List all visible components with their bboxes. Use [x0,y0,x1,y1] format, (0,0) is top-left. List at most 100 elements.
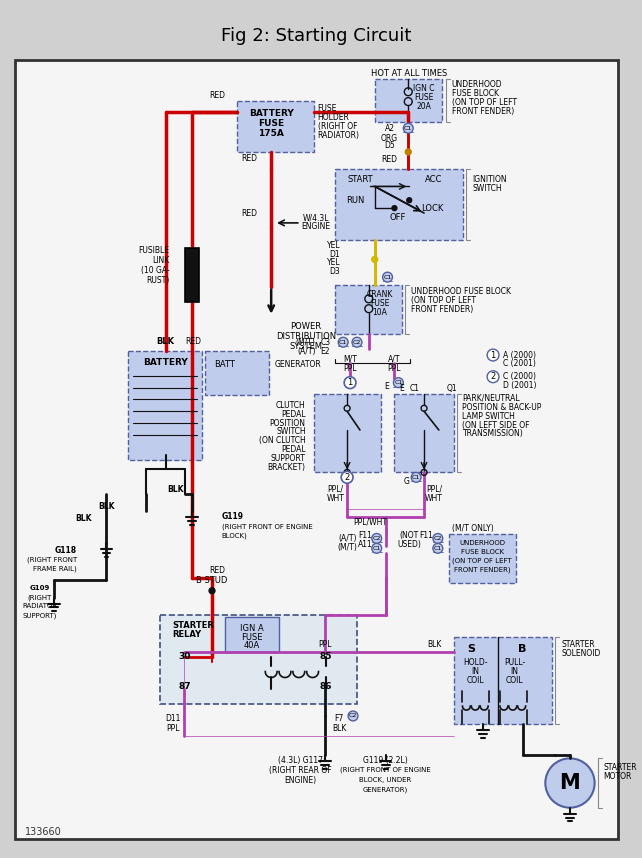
Text: C (2000): C (2000) [503,372,536,381]
Text: (ON TOP OF LEFT: (ON TOP OF LEFT [453,558,512,565]
Text: C1: C1 [394,380,403,385]
Bar [335,285,403,335]
Text: (NOT: (NOT [399,531,419,540]
Text: 20A: 20A [417,102,431,111]
Text: FRONT FENDER): FRONT FENDER) [454,567,510,573]
Text: (ON TOP OF LEFT: (ON TOP OF LEFT [451,98,517,107]
Text: D1: D1 [329,250,340,259]
Text: 85: 85 [319,652,332,662]
Circle shape [487,371,499,383]
Text: RED: RED [241,154,257,163]
Text: (RIGHT REAR OF: (RIGHT REAR OF [270,765,332,775]
Circle shape [209,588,215,594]
Text: Q1: Q1 [446,384,457,393]
Text: E2: E2 [320,347,330,355]
Text: YEL: YEL [327,258,340,267]
Text: ACC: ACC [425,175,442,184]
Text: SOLENOID: SOLENOID [561,650,600,658]
Text: B: B [519,644,527,654]
Text: WHT: WHT [326,493,344,503]
Text: C1: C1 [404,126,412,130]
Text: PPL: PPL [318,640,332,650]
Text: BATTERY: BATTERY [249,109,293,118]
Text: SWITCH: SWITCH [473,184,502,193]
Text: FUSE: FUSE [370,299,389,308]
Text: GENERATOR: GENERATOR [274,360,321,370]
Text: (RIGHT FRONT OF ENGINE: (RIGHT FRONT OF ENGINE [222,523,313,530]
Text: G119 (2.2L): G119 (2.2L) [363,756,408,764]
Text: GENERATOR): GENERATOR) [363,787,408,793]
Circle shape [394,378,403,388]
Text: (10 GA-: (10 GA- [141,266,169,275]
Text: PULL-: PULL- [504,658,525,668]
Text: ENGINE): ENGINE) [284,776,317,784]
Text: SWITCH: SWITCH [276,427,306,437]
Text: C2: C2 [353,340,361,345]
Text: 2: 2 [490,372,496,381]
Text: B STUD: B STUD [196,577,228,585]
Text: BLK: BLK [98,503,115,511]
Text: (A/T): (A/T) [297,347,316,355]
Circle shape [405,149,412,154]
Text: IGNITION: IGNITION [473,175,507,184]
Bar [237,100,313,152]
Text: FUSE: FUSE [258,118,284,128]
Text: C1: C1 [412,474,421,480]
Text: E: E [384,382,389,391]
Text: BLK: BLK [428,640,442,650]
Text: PPL/: PPL/ [426,485,442,493]
Text: D3: D3 [329,267,340,275]
Text: HOLDER: HOLDER [318,113,349,122]
Text: FRONT FENDER): FRONT FENDER) [451,107,514,116]
Text: C1: C1 [372,546,381,551]
Text: (RIGHT FRONT: (RIGHT FRONT [27,557,77,564]
Text: POWER: POWER [290,322,321,331]
Text: (M/T): (M/T) [337,543,357,552]
Text: G119: G119 [222,512,244,522]
Text: FUSE BLOCK: FUSE BLOCK [451,89,499,98]
Text: C1: C1 [409,384,419,393]
Text: PPL: PPL [343,365,357,373]
Circle shape [372,543,381,553]
Text: BLK: BLK [332,724,347,734]
Text: 175A: 175A [258,129,284,137]
Text: BRACKET): BRACKET) [268,463,306,472]
Text: (M/T): (M/T) [296,338,316,347]
Circle shape [487,349,499,361]
Text: C1: C1 [339,340,347,345]
Text: BLOCK, UNDER: BLOCK, UNDER [360,777,412,783]
Text: 133660: 133660 [24,827,62,837]
Text: F11: F11 [358,531,372,540]
Text: MOTOR: MOTOR [603,771,632,781]
Text: RUN: RUN [346,196,364,205]
Text: RED: RED [241,208,257,218]
Circle shape [372,534,381,543]
Text: G: G [403,477,409,486]
Bar [160,615,357,704]
Text: RED: RED [209,91,225,100]
Text: PARK/NEUTRAL: PARK/NEUTRAL [462,394,520,403]
Text: BLK: BLK [157,336,175,346]
Text: W/4.3L: W/4.3L [302,214,329,222]
Text: (ON LEFT SIDE OF: (ON LEFT SIDE OF [462,420,530,430]
Text: LAMP SWITCH: LAMP SWITCH [462,412,516,420]
Text: BLK: BLK [76,514,92,523]
Text: LOCK: LOCK [421,203,443,213]
Bar [313,394,381,473]
Text: RED: RED [209,566,225,576]
Text: FUSE BLOCK: FUSE BLOCK [461,549,504,555]
Text: RADIATOR): RADIATOR) [318,130,360,140]
Bar [454,637,552,724]
Text: D (2001): D (2001) [503,381,537,390]
Bar [335,169,464,239]
Circle shape [433,543,443,553]
Text: UNDERHOOD FUSE BLOCK: UNDERHOOD FUSE BLOCK [412,287,511,296]
Text: M: M [560,773,580,793]
Text: DISTRIBUTION: DISTRIBUTION [275,332,336,341]
Text: BLOCK): BLOCK) [222,532,248,539]
Text: RUST): RUST) [146,275,169,285]
Text: START: START [347,175,373,184]
Text: F11: F11 [419,531,433,540]
Text: HOLD-: HOLD- [463,658,487,668]
Text: (ON TOP OF LEFT: (ON TOP OF LEFT [412,296,476,305]
